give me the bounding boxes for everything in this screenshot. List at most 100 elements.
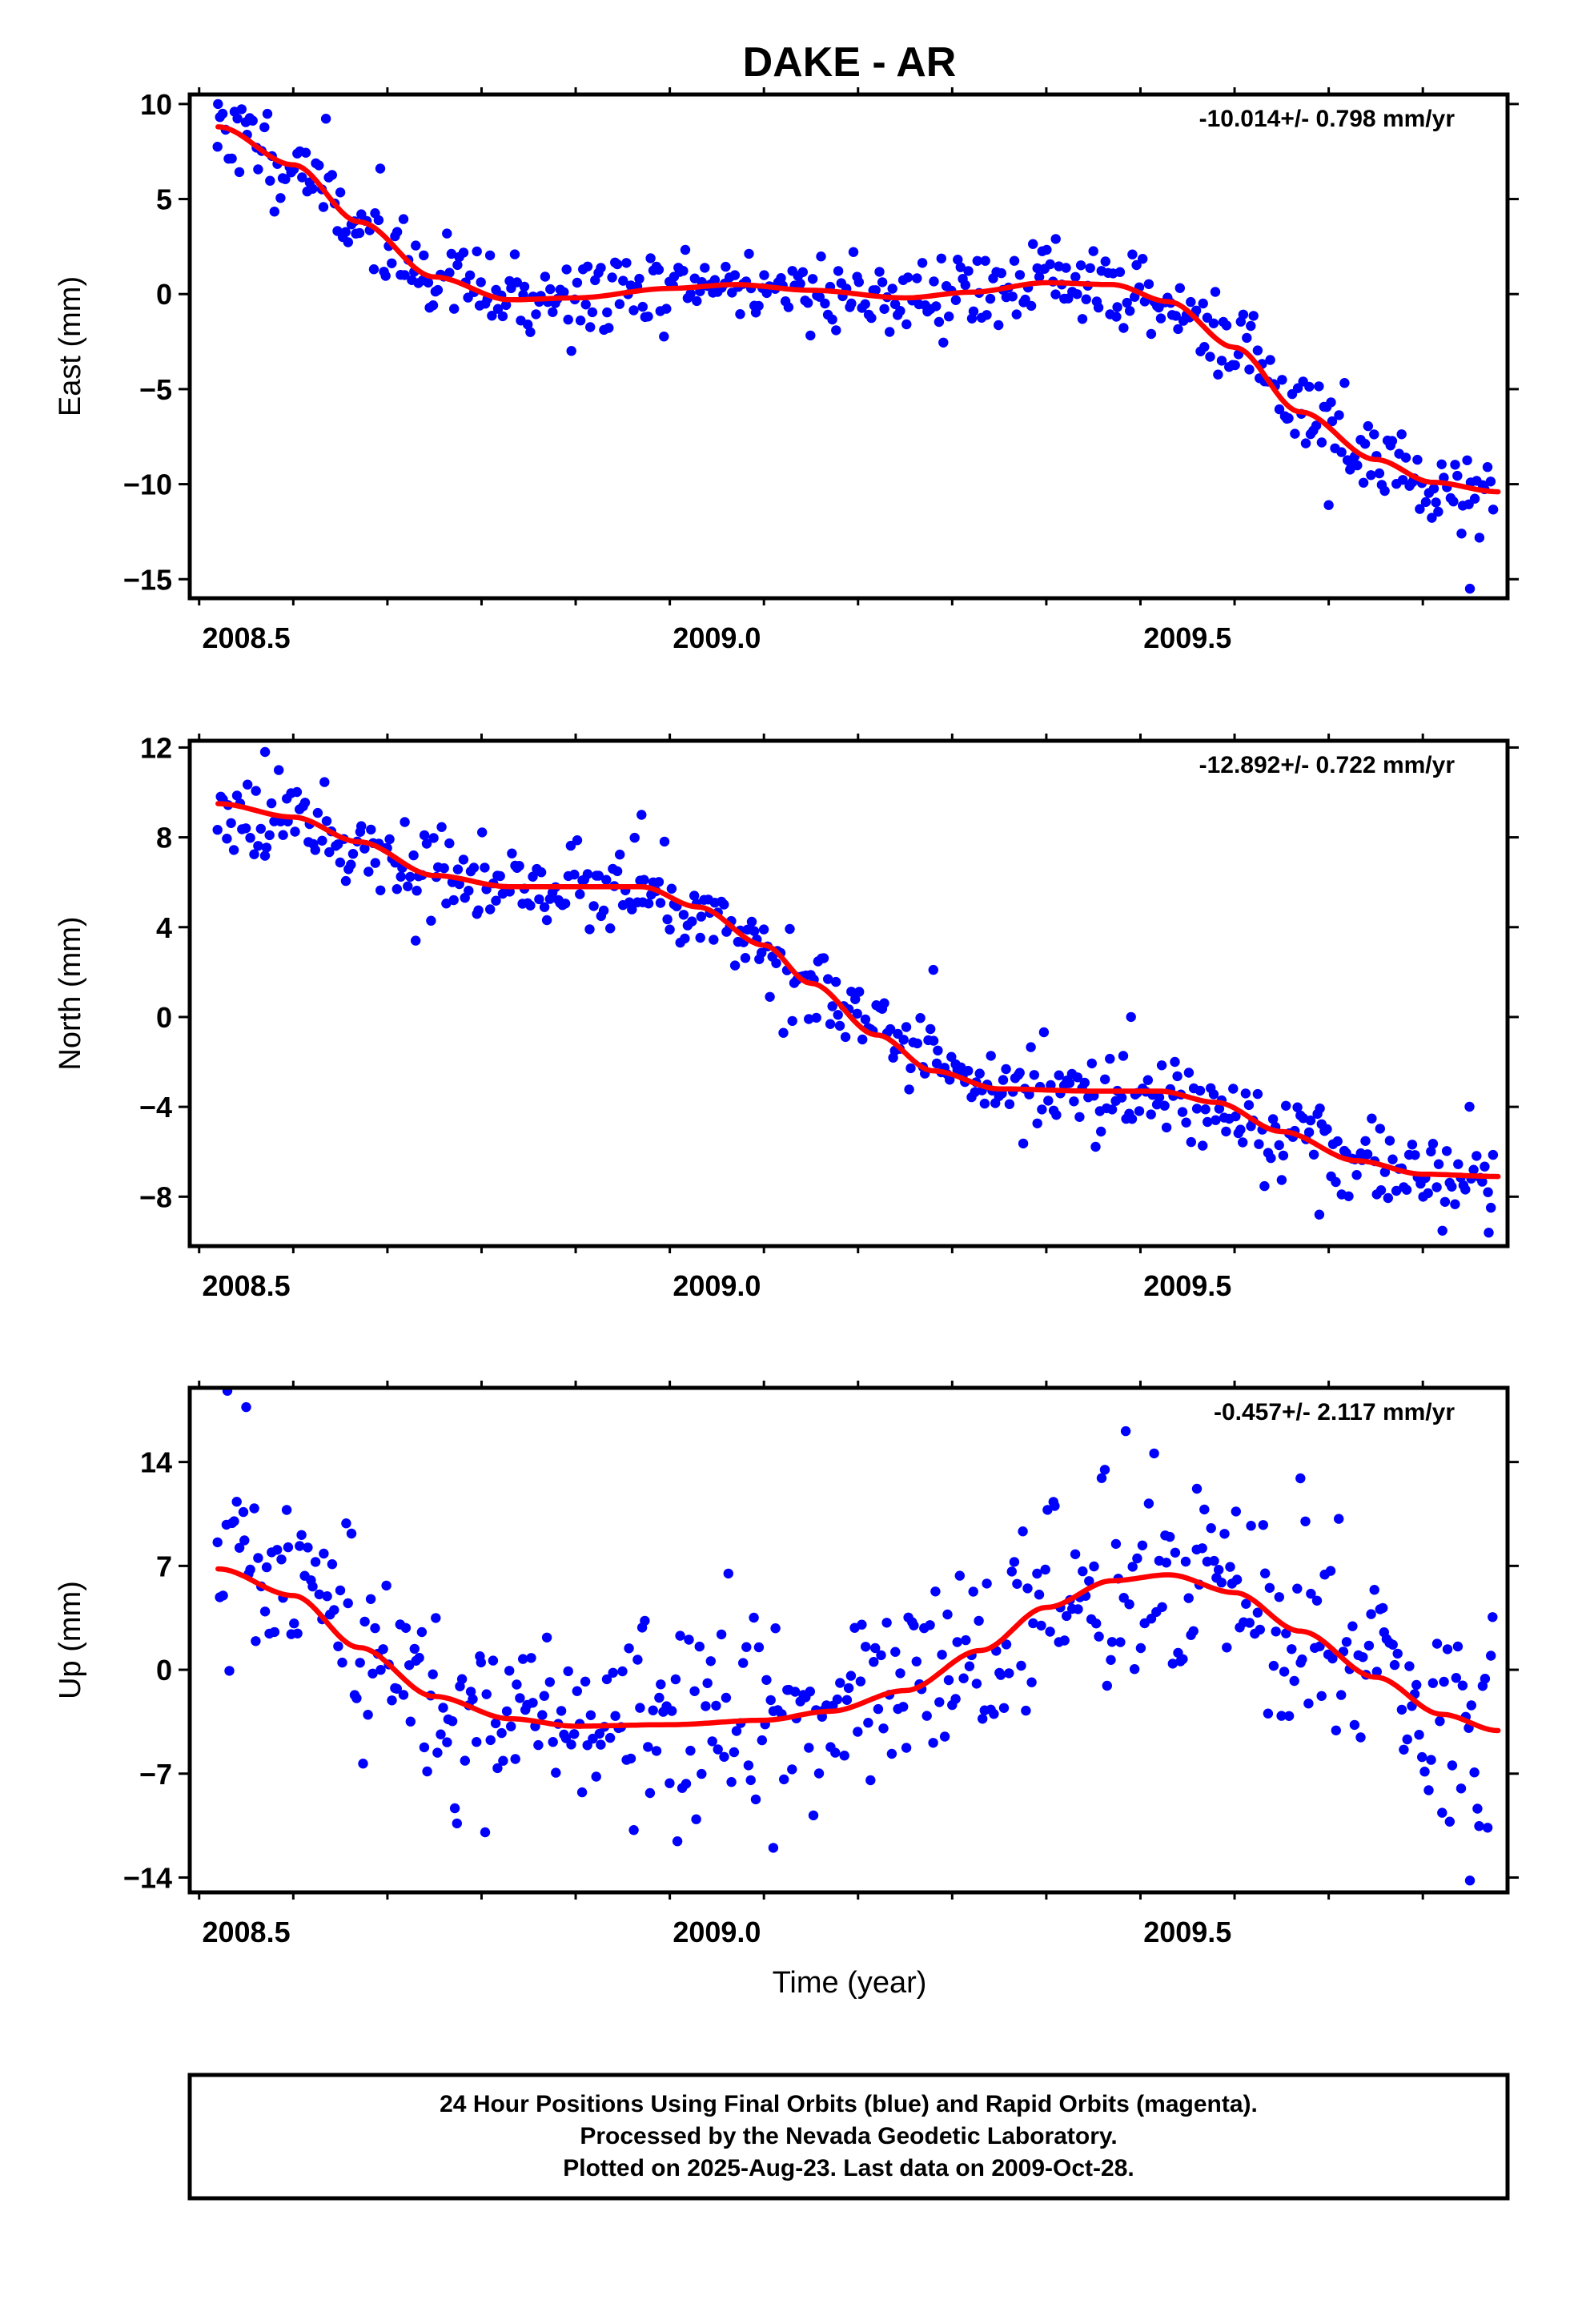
data-point <box>1205 352 1215 362</box>
data-point <box>428 833 439 843</box>
data-point <box>1045 259 1055 270</box>
data-point <box>1369 429 1379 440</box>
data-point <box>921 1711 932 1721</box>
data-point <box>539 902 550 912</box>
data-point <box>1183 1593 1194 1603</box>
data-point <box>1304 381 1315 392</box>
data-point <box>820 298 830 309</box>
x-tick-label: 2009.0 <box>673 1916 761 1948</box>
data-point <box>314 160 324 171</box>
data-point <box>531 309 541 320</box>
footer-line-2: Processed by the Nevada Geodetic Laborat… <box>580 2123 1117 2149</box>
data-point <box>363 866 374 877</box>
data-point <box>790 1687 801 1697</box>
data-point <box>1290 428 1300 439</box>
data-point <box>512 277 522 287</box>
data-point <box>1289 1675 1299 1687</box>
data-point <box>1415 504 1425 514</box>
data-point <box>1389 1659 1400 1671</box>
data-point <box>1177 1107 1188 1117</box>
data-point <box>310 1557 321 1567</box>
data-point <box>439 862 449 874</box>
data-point <box>1451 1673 1462 1683</box>
data-point <box>495 870 505 882</box>
data-point <box>480 862 490 873</box>
data-point <box>448 895 459 906</box>
data-point <box>419 250 429 261</box>
data-point <box>627 904 637 915</box>
data-point <box>994 320 1004 331</box>
data-point <box>746 916 757 927</box>
data-point <box>1472 1803 1483 1814</box>
data-point <box>1020 294 1030 305</box>
data-point <box>409 1643 420 1655</box>
data-point <box>943 1675 954 1686</box>
data-point <box>612 866 623 877</box>
data-point <box>705 1656 716 1667</box>
data-point <box>628 1825 639 1835</box>
data-point <box>1122 297 1132 308</box>
data-point <box>659 332 669 342</box>
y-axis-label: Up (mm) <box>54 1581 87 1699</box>
data-point <box>1387 436 1398 446</box>
data-point <box>942 1609 953 1620</box>
data-point <box>860 1014 871 1025</box>
data-point <box>1221 320 1232 331</box>
data-point <box>428 1669 438 1679</box>
data-point <box>452 259 463 271</box>
data-point <box>980 255 990 266</box>
data-point <box>1062 1610 1072 1622</box>
data-point <box>944 312 954 322</box>
data-point <box>449 304 460 314</box>
data-point <box>1214 1565 1224 1575</box>
data-point <box>249 1503 259 1514</box>
data-point <box>758 924 769 935</box>
data-point <box>1167 1659 1178 1669</box>
data-point <box>1274 1140 1284 1151</box>
data-point <box>911 1656 922 1667</box>
data-point <box>1186 296 1196 308</box>
data-point <box>1072 289 1082 300</box>
data-point <box>1457 1680 1468 1691</box>
data-point <box>1469 1767 1480 1778</box>
data-point <box>753 300 764 312</box>
data-point <box>1072 1072 1083 1083</box>
data-point <box>898 1035 909 1045</box>
x-tick-label: 2009.5 <box>1143 621 1231 654</box>
data-point <box>1460 1184 1471 1195</box>
data-point <box>1464 583 1476 594</box>
data-point <box>1216 1578 1227 1588</box>
data-point <box>1431 1182 1442 1192</box>
data-point <box>1295 1473 1306 1484</box>
data-point <box>363 1710 373 1720</box>
data-point <box>678 910 689 920</box>
data-point <box>582 261 593 271</box>
data-point <box>381 1580 391 1591</box>
data-point <box>1482 1823 1493 1833</box>
data-point <box>765 1695 776 1706</box>
data-point <box>1292 1583 1303 1594</box>
data-point <box>1051 1110 1062 1120</box>
data-point <box>1433 1159 1444 1169</box>
data-point <box>1181 1117 1191 1128</box>
data-point <box>1143 279 1154 289</box>
data-point <box>400 270 410 280</box>
data-point <box>713 1744 723 1755</box>
data-point <box>931 301 942 312</box>
data-point <box>1146 328 1157 340</box>
data-point <box>408 850 419 861</box>
data-point <box>986 1051 996 1061</box>
data-point <box>1488 1612 1498 1622</box>
data-point <box>1131 259 1142 271</box>
y-tick-label: 5 <box>156 183 172 216</box>
data-point <box>1314 1209 1325 1220</box>
data-point <box>692 296 702 307</box>
data-point <box>464 270 476 280</box>
data-point <box>297 172 307 183</box>
data-point <box>1214 1104 1225 1114</box>
data-point <box>565 840 576 851</box>
footer-frame <box>187 2073 1510 2201</box>
data-point <box>979 1098 990 1109</box>
data-point <box>1231 1574 1243 1585</box>
data-point <box>458 854 469 865</box>
